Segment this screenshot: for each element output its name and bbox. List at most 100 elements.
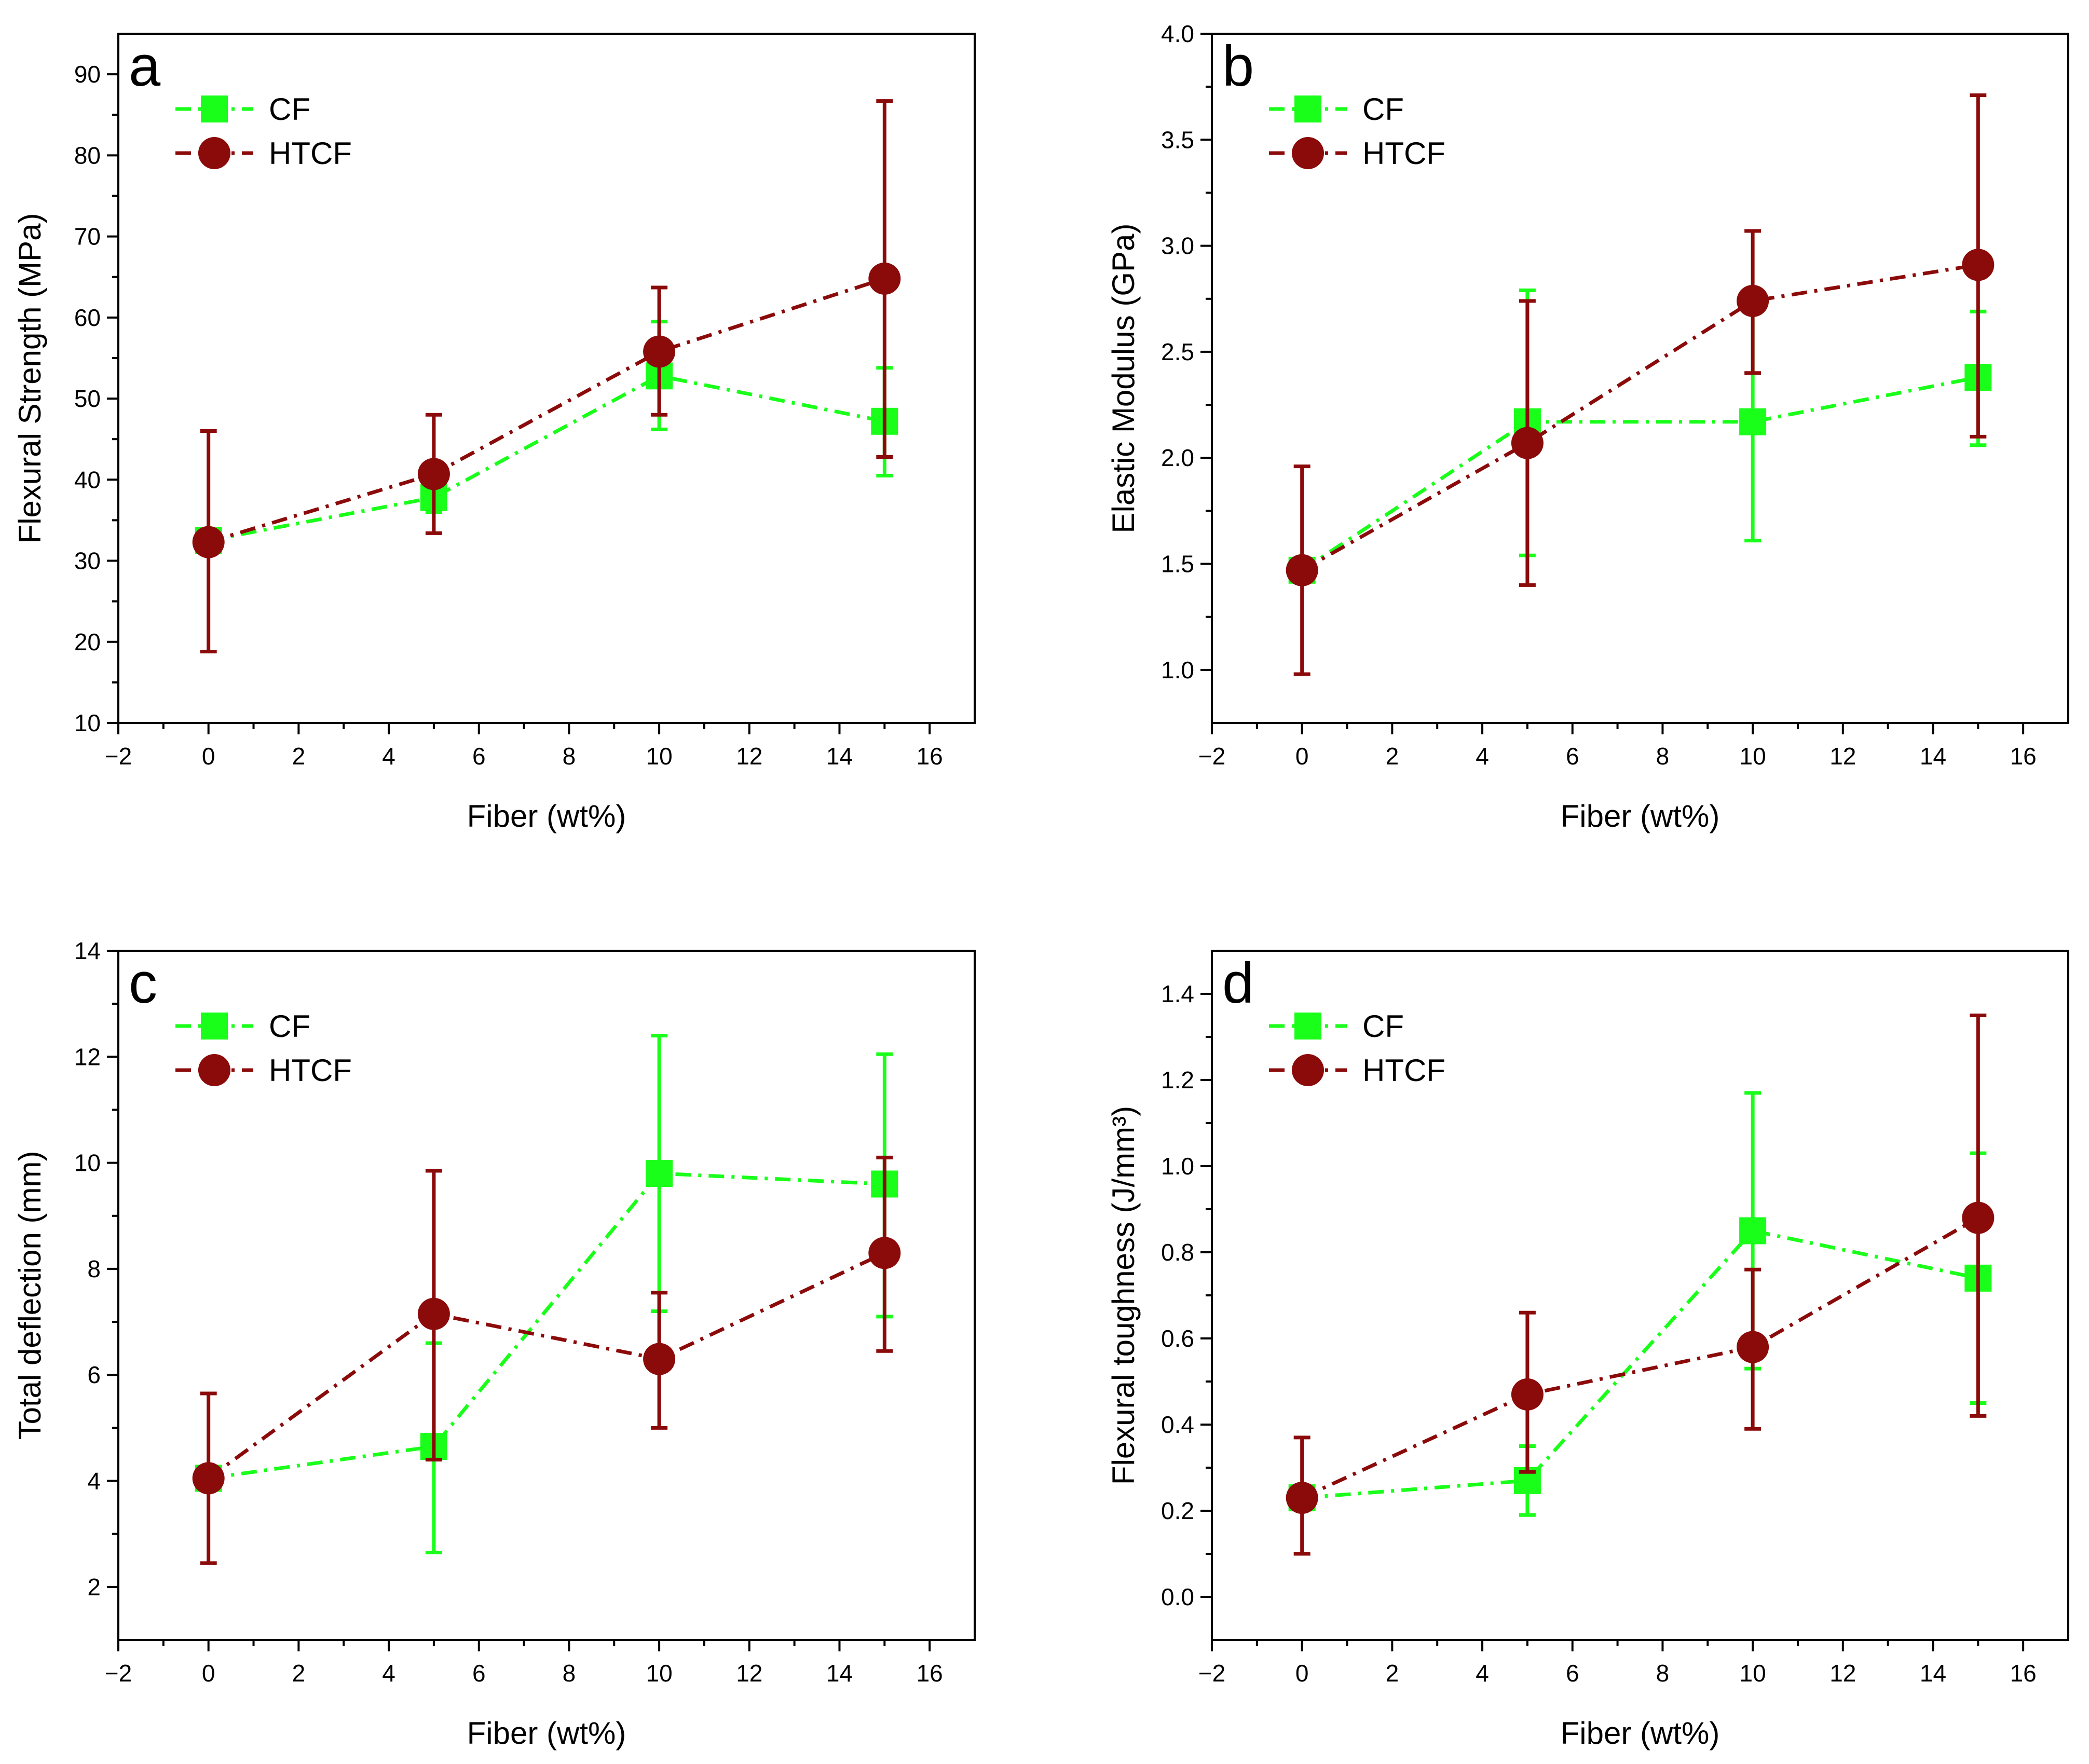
x-tick-label: 6 — [1566, 743, 1579, 770]
y-tick-label: 1.2 — [1161, 1066, 1194, 1093]
x-tick-label: 16 — [917, 743, 943, 770]
panel-letter: d — [1222, 951, 1254, 1015]
legend: CF HTCF — [175, 92, 352, 171]
data-point — [1737, 1331, 1769, 1363]
x-tick-label: 16 — [2010, 1660, 2037, 1687]
x-tick-label: 10 — [1740, 1660, 1766, 1687]
x-tick-label: 10 — [646, 743, 673, 770]
x-tick-label: 6 — [472, 743, 486, 770]
y-axis-title: Total deflection (mm) — [12, 1151, 47, 1440]
chart-panel-c: −2 0 2 4 6 8 10 12 14 16 2 4 6 8 10 12 14 Fiber (wt%) Tota… — [12, 937, 976, 1751]
plot-frame — [1211, 33, 2069, 724]
x-tick-label: 14 — [826, 743, 853, 770]
legend-marker — [198, 1054, 230, 1086]
legend-marker — [201, 95, 228, 122]
y-tick-label: 10 — [74, 1150, 101, 1177]
data-point — [192, 1462, 225, 1495]
legend-label: CF — [269, 1009, 310, 1044]
legend-label: CF — [1362, 1009, 1404, 1044]
y-tick-label: 14 — [74, 937, 101, 964]
data-point — [1739, 1217, 1767, 1245]
x-tick-label: 2 — [1386, 743, 1399, 770]
y-tick-label: 60 — [74, 304, 101, 331]
y-tick-label: 0.4 — [1161, 1411, 1194, 1438]
legend-marker — [1294, 1013, 1321, 1040]
y-tick-label: 1.4 — [1161, 980, 1194, 1007]
legend-marker — [198, 137, 230, 169]
plot-frame — [117, 950, 976, 1641]
x-tick-label: −2 — [105, 743, 132, 770]
legend-marker — [1294, 95, 1321, 122]
y-tick-label: 3.5 — [1161, 126, 1194, 153]
series-line — [1302, 1228, 1979, 1500]
y-tick-label: 0.6 — [1161, 1325, 1194, 1352]
data-point — [192, 526, 225, 558]
y-tick-label: 4.0 — [1161, 20, 1194, 47]
legend-label: HTCF — [1362, 1053, 1445, 1088]
data-point — [1286, 1482, 1318, 1514]
x-tick-label: 4 — [1476, 1660, 1489, 1687]
series-line — [1301, 375, 1978, 572]
x-tick-label: 2 — [1386, 1660, 1399, 1687]
legend: CF HTCF — [1269, 1009, 1445, 1088]
data-point — [643, 335, 676, 368]
series-cf — [195, 320, 898, 554]
x-tick-label: 14 — [1920, 743, 1946, 770]
y-tick-label: 0.0 — [1161, 1583, 1194, 1610]
data-point — [1737, 284, 1769, 317]
x-tick-label: 6 — [472, 1660, 486, 1687]
series-line — [1301, 263, 1978, 572]
legend-label: HTCF — [1362, 136, 1445, 171]
x-axis-title: Fiber (wt%) — [467, 1716, 626, 1751]
y-tick-label: 2.5 — [1161, 338, 1194, 365]
x-tick-label: 2 — [292, 743, 306, 770]
legend-marker — [1292, 137, 1324, 169]
legend-label: HTCF — [269, 1053, 352, 1088]
y-axis-title: Elastic Modulus (GPa) — [1106, 224, 1141, 534]
legend: CF HTCF — [1269, 92, 1445, 171]
panel-letter: a — [129, 34, 161, 98]
x-tick-label: 10 — [1740, 743, 1766, 770]
data-point — [1511, 1378, 1544, 1411]
series-htcf — [1286, 93, 1995, 676]
x-tick-label: 0 — [202, 1660, 215, 1687]
x-tick-label: 0 — [202, 743, 215, 770]
x-tick-label: 8 — [563, 1660, 576, 1687]
chart-panel-a: −2 0 2 4 6 8 10 12 14 16 10 20 30 40 50 60 70 80 90 Fiber (… — [12, 33, 976, 833]
x-tick-label: 0 — [1295, 743, 1309, 770]
x-tick-label: 16 — [2010, 743, 2037, 770]
y-tick-label: 10 — [74, 709, 101, 736]
x-tick-label: −2 — [1198, 743, 1225, 770]
y-tick-label: 30 — [74, 548, 101, 575]
series-cf — [1288, 288, 1992, 584]
x-tick-label: 10 — [646, 1660, 673, 1687]
chart-panel-b: −2 0 2 4 6 8 10 12 14 16 1.0 1.5 2.0 2.5 3.0 3.5 4.0 Fibe… — [1106, 20, 2069, 833]
y-tick-label: 3.0 — [1161, 233, 1194, 259]
series-line — [207, 1251, 885, 1480]
x-axis-title: Fiber (wt%) — [1561, 799, 1720, 833]
y-tick-label: 1.0 — [1161, 657, 1194, 683]
series-line — [208, 374, 885, 542]
series-line — [1301, 1216, 1979, 1500]
x-tick-label: −2 — [105, 1660, 132, 1687]
y-tick-label: 40 — [74, 466, 101, 493]
y-tick-label: 12 — [74, 1043, 101, 1070]
data-point — [868, 262, 901, 295]
series-cf — [195, 1033, 898, 1554]
x-tick-label: 14 — [1920, 1660, 1946, 1687]
x-axis-title: Fiber (wt%) — [1561, 1716, 1720, 1751]
chart-panel-d: −2 0 2 4 6 8 10 12 14 16 0.0 0.2 0.4 0.6 0.8 1.0 1.2 1.4 F… — [1106, 950, 2069, 1751]
x-tick-label: 12 — [736, 743, 762, 770]
y-tick-label: 0.2 — [1161, 1497, 1194, 1524]
x-tick-label: 8 — [1656, 743, 1670, 770]
data-point — [643, 1343, 676, 1375]
y-tick-label: 6 — [87, 1361, 101, 1388]
data-point — [1962, 249, 1995, 281]
legend-marker — [201, 1013, 228, 1040]
legend: CF HTCF — [175, 1009, 352, 1088]
y-tick-label: 50 — [74, 385, 101, 412]
x-tick-label: 4 — [1476, 743, 1489, 770]
series-htcf — [192, 99, 901, 654]
y-tick-label: 1.0 — [1161, 1153, 1194, 1180]
panel-letter: c — [129, 951, 157, 1015]
